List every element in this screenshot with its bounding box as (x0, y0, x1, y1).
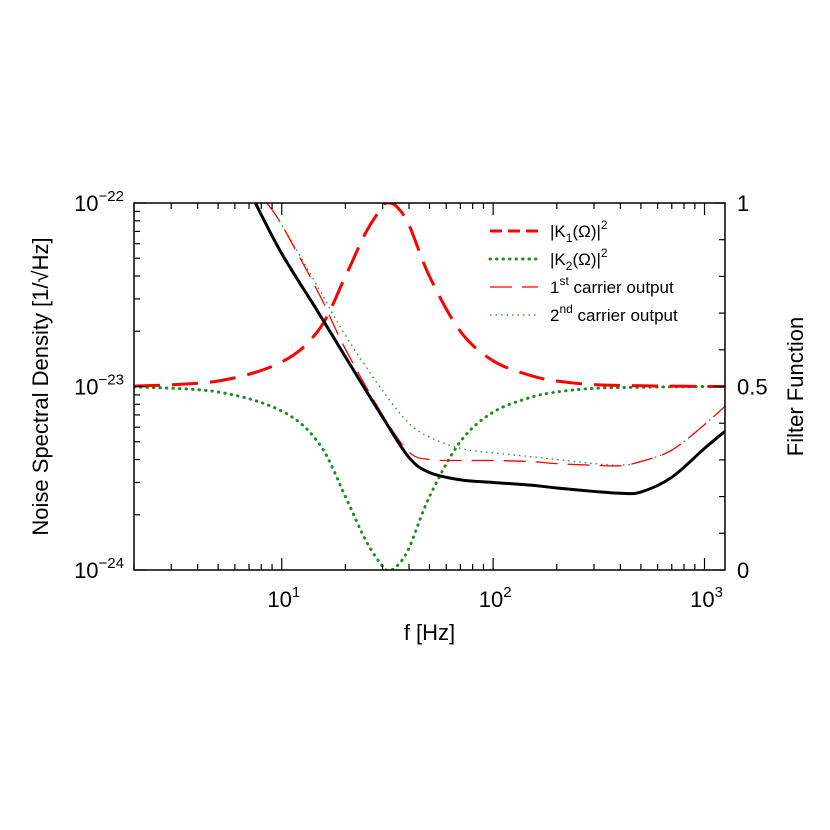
series-line-total (254, 203, 725, 496)
curve-layer (134, 203, 725, 570)
tick-label-layer: 101 102 103 10−22 10−23 10−24 1 0.5 0 (74, 188, 768, 612)
x-tick-label: 103 (690, 584, 723, 612)
x-axis-title: f [Hz] (404, 620, 455, 645)
legend-label-carrier2: 2nd carrier output (550, 302, 678, 325)
y-right-tick-label: 1 (737, 191, 749, 216)
legend-label-K1: |K1(Ω)|2 (550, 218, 608, 245)
y-axis-left-title: Noise Spectral Density [1/√Hz] (28, 237, 53, 535)
series-line-K1 (134, 203, 725, 389)
y-right-tick-label: 0 (737, 558, 749, 583)
series-line-carrier2 (266, 203, 725, 467)
y-left-tick-label: 10−22 (74, 188, 124, 216)
y-left-tick-label: 10−24 (74, 555, 124, 583)
y-axis-right-title: Filter Function (783, 317, 808, 456)
tick-layer (133, 202, 725, 571)
legend-label-carrier1: 1st carrier output (550, 274, 674, 297)
series-line-carrier1 (266, 203, 725, 467)
x-tick-label: 102 (479, 584, 512, 612)
legend-label-K2: |K2(Ω)|2 (550, 246, 608, 273)
x-tick-label: 101 (267, 584, 300, 612)
y-right-tick-label: 0.5 (737, 375, 768, 400)
series-line-K2 (134, 384, 725, 570)
y-left-tick-label: 10−23 (74, 372, 124, 400)
